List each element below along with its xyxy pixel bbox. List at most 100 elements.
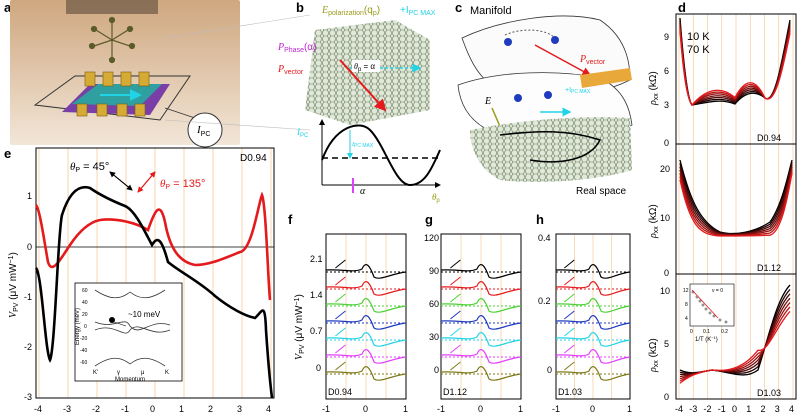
zoom-line-bottom (164, 119, 311, 131)
trace-green (555, 298, 631, 313)
band-structure-inset: ~10 meV 60 40 20 0 -20 -40 -60 Energy (m… (74, 282, 183, 383)
panel-d-top-ytick: 6 (664, 66, 669, 76)
legend-10k: 10 K (687, 31, 710, 43)
polarization-arrow-icon (335, 361, 346, 371)
polarization-arrow-icon (450, 276, 461, 286)
panel-h-xtick: -1 (552, 404, 560, 414)
band-xtick: γ (117, 370, 120, 376)
inset-point (724, 320, 728, 324)
panel-d-x-ticks: -4 -3 -2 -1 0 1 2 3 4 (675, 404, 794, 414)
polarization-arrow-icon (564, 310, 575, 320)
trace-red (555, 281, 631, 296)
real-space-label: Real space (576, 186, 626, 197)
panel-e-x-ticks: -4 -3 -2 -1 0 1 2 3 4 (34, 404, 271, 414)
panel-e-xtick: 4 (266, 404, 271, 414)
panel-d-bot-ytick: 10 (660, 286, 670, 296)
panel-d-xtick: -2 (704, 404, 712, 414)
panel-g-ytick: 60 (429, 299, 439, 309)
panel-g-ytick: 120 (424, 233, 439, 243)
band-flat-1 (94, 321, 171, 331)
electron-icon (551, 36, 559, 44)
panel-e-frame (35, 147, 275, 399)
panel-f-ytick: 0.7 (310, 326, 323, 336)
trace-olive (325, 366, 407, 381)
panel-label-f: f (288, 212, 293, 227)
trace-black (555, 264, 631, 279)
panel-d-top-ytick: 0 (664, 138, 669, 148)
panel-d: d 9 6 3 0 20 10 0 10 5 0 -4 -3 -2 -1 0 1 2 3 4 ρ… (648, 0, 797, 414)
panel-h-ytick: 0.2 (538, 296, 551, 306)
panel-f-ytick: 1.4 (310, 290, 323, 300)
ipc-max-label-c: +IPC MAX (565, 87, 591, 95)
p-phase-label: PPhase(α) (277, 42, 316, 54)
panel-g-traces (440, 259, 522, 381)
panel-d-xtick: 1 (746, 404, 751, 414)
band-xtick: K' (93, 370, 98, 376)
panel-d-xtick: 2 (761, 404, 766, 414)
panel-g-xtick: -1 (437, 404, 445, 414)
trace-black (325, 264, 407, 279)
trace-red (325, 281, 407, 296)
panel-d-bot-ytick: 5 (664, 339, 669, 349)
panel-e-ytick: 0 (27, 242, 32, 252)
trace-black (440, 264, 522, 279)
trace-magenta (440, 349, 522, 364)
panel-f-grid (345, 234, 387, 399)
panel-f-traces (325, 259, 407, 381)
trace-blue (555, 315, 631, 330)
panel-c: c Manifold Pvector E +IPC MAX Real space (455, 0, 633, 197)
trace-green (325, 298, 407, 313)
polarization-arrow-icon (335, 293, 346, 303)
trace-red (440, 281, 522, 296)
inset-ytick: 4 (685, 316, 688, 322)
theta-135-label: θP = 135° (160, 178, 205, 191)
panel-h-xtick: 1 (627, 404, 632, 414)
panel-e-xtick: 1 (179, 404, 184, 414)
inset-point (701, 303, 705, 307)
rho-curve-mid (679, 168, 793, 236)
inset-xtick: 0.2 (721, 329, 728, 335)
alpha-label: α (360, 186, 366, 197)
panel-g-ytick: 90 (429, 266, 439, 276)
ipc-axis-label: IPC (296, 127, 309, 139)
inset-ytick: 8 (685, 302, 688, 308)
inset-frame (689, 283, 735, 327)
inset-point (704, 307, 708, 311)
orbit-path (504, 29, 556, 39)
current-label: IPC (196, 124, 210, 138)
electrode-bar (580, 68, 632, 88)
band-xtick: μ (141, 370, 145, 376)
trace-cyan (555, 332, 631, 347)
band-ytick: 40 (82, 300, 88, 306)
rho-curve-top (679, 31, 791, 107)
polarization-arrow-icon (450, 259, 461, 269)
panel-f-xtick: 1 (403, 404, 408, 414)
panel-d-top-ytick: 9 (664, 32, 669, 42)
e-label-c: E (484, 96, 491, 107)
panel-h-grid (574, 234, 612, 399)
trace-blue (325, 315, 407, 330)
theta-45-arrow-back-icon (109, 171, 133, 191)
electron-icon (504, 38, 512, 46)
panel-f-xtick: -1 (322, 404, 330, 414)
device-tag-d112: D1.12 (757, 263, 781, 273)
polarization-arrow-icon (335, 259, 346, 269)
theta-equals-alpha: θp = α (354, 62, 375, 73)
panel-a: a IPC (4, 0, 311, 148)
panel-d-xtick: -1 (718, 404, 726, 414)
ammeter-circle (187, 112, 223, 148)
sine-curve (321, 124, 441, 187)
panel-label-e: e (4, 146, 11, 161)
panel-d-mid-ytick: 10 (660, 213, 670, 223)
panel-f-ylabel: VPV (μV mW−1) (294, 294, 306, 360)
panel-d-bot-ytick: 0 (664, 392, 669, 402)
panel-label-g: g (425, 212, 433, 227)
polarization-arrow-icon (450, 344, 461, 354)
panel-e-ytick: 1 (27, 191, 32, 201)
trace-green (440, 298, 522, 313)
inset-nu-label: ν = 0 (712, 288, 723, 294)
device-tag-d103: D1.03 (757, 388, 781, 398)
panel-f: f 2.1 1.4 0.7 0 -1 0 1 VPV (μV mW−1) D0.… (288, 212, 408, 414)
device-contacts (76, 71, 150, 117)
